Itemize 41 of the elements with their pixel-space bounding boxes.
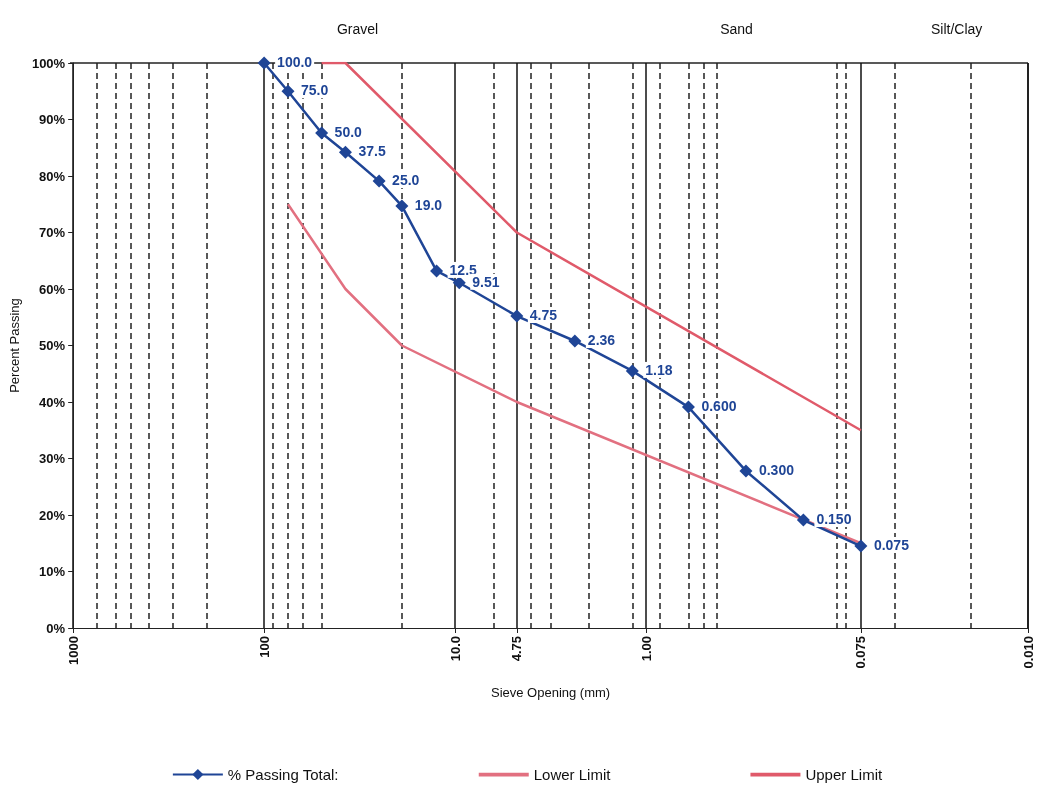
x-tick-label: 100 (256, 636, 272, 658)
annotation: 50.0 (334, 124, 363, 141)
legend-label: % Passing Total: (227, 766, 339, 783)
y-tick-label: 20% (39, 507, 66, 523)
y-tick-label: 0% (46, 620, 66, 636)
legend-label: Upper Limit (805, 766, 883, 783)
y-tick-label: 80% (39, 168, 66, 184)
y-tick-label: 50% (39, 338, 66, 353)
y-axis-title: Percent Passing (7, 298, 22, 393)
y-tick-label: 100% (31, 55, 66, 71)
annotation: 0.300 (758, 461, 795, 478)
y-tick-label: 60% (39, 281, 66, 297)
y-tick-label: 90% (39, 112, 66, 127)
annotation: 4.75 (529, 307, 558, 324)
annotation: 0.600 (701, 398, 737, 415)
annotation: 75.0 (300, 82, 329, 99)
annotation: 37.5 (358, 143, 386, 160)
annotation: 25.0 (392, 172, 420, 189)
x-tick-label: 10.0 (447, 636, 463, 662)
text: Silt/Clay (930, 21, 983, 37)
annotation: 12.5 (449, 261, 478, 278)
y-tick-label: 40% (39, 394, 66, 410)
annotation: 0.150 (816, 511, 852, 528)
legend-label: Lower Limit (533, 766, 612, 783)
x-tick-label: 1.00 (638, 636, 654, 662)
y-tick-label: 70% (39, 225, 66, 240)
annotation: 2.36 (587, 331, 616, 348)
annotation: 19.0 (414, 196, 443, 213)
annotation: 1.18 (645, 361, 673, 378)
x-tick-label: 4.75 (509, 636, 525, 662)
x-tick-label: 1000 (65, 636, 81, 665)
x-tick-label: 0.075 (853, 636, 869, 669)
text: Sand (720, 21, 753, 37)
annotation: 100.0 (277, 54, 313, 70)
x-tick-label: 0.010 (1020, 636, 1036, 669)
x-axis-title: Sieve Opening (mm) (490, 685, 611, 700)
annotation: 0.075 (873, 537, 910, 554)
y-tick-label: 30% (39, 451, 66, 466)
y-tick-label: 10% (39, 564, 66, 579)
annotation: 9.51 (472, 273, 500, 290)
text: Gravel (336, 21, 379, 37)
